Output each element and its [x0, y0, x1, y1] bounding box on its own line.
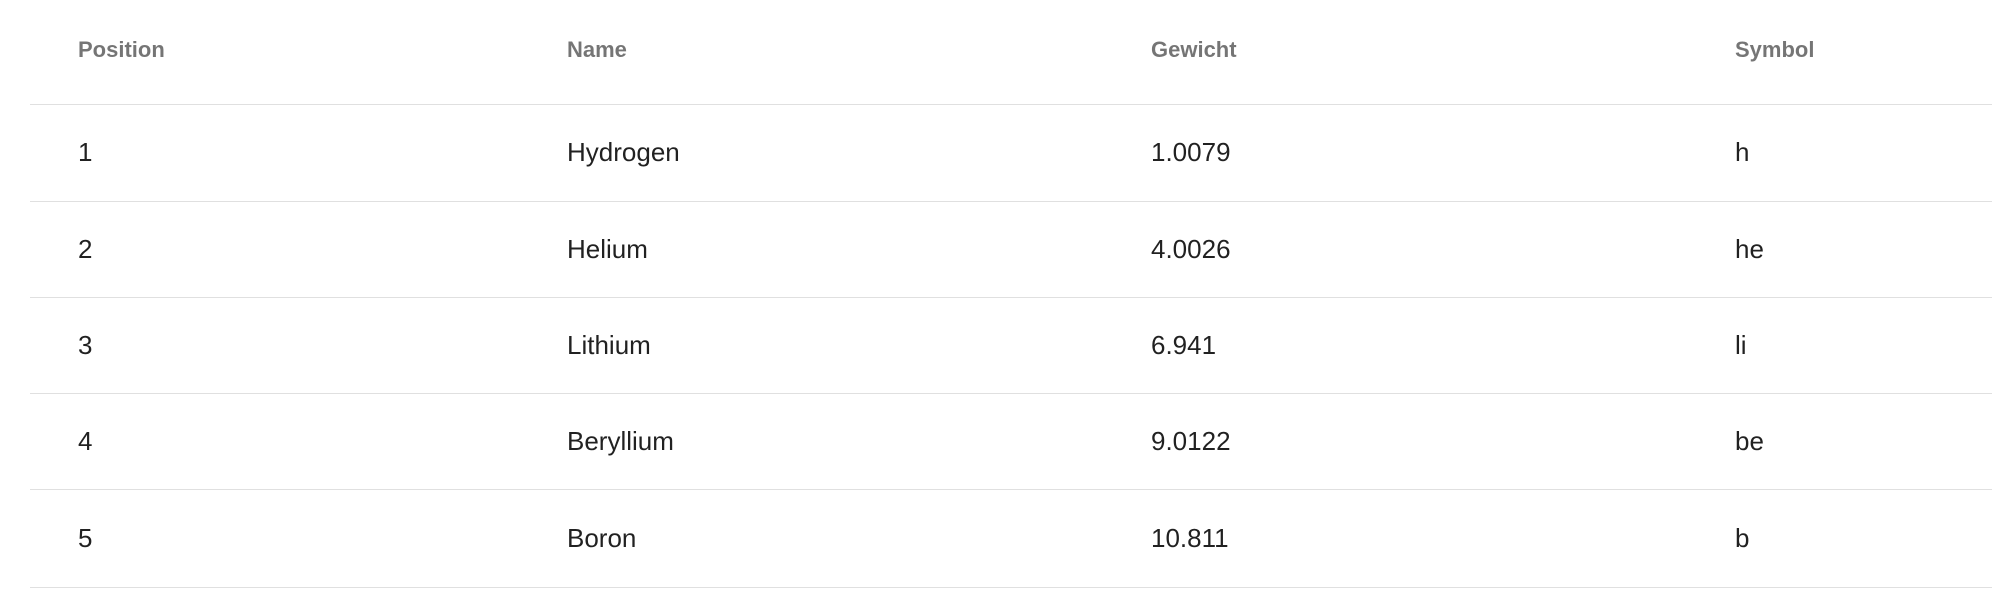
cell-position: 3: [30, 297, 566, 394]
column-header-position: Position: [30, 0, 566, 105]
cell-weight: 4.0026: [1150, 201, 1734, 298]
table-row: 5 Boron 10.811 b: [30, 489, 1992, 588]
table-row: 3 Lithium 6.941 li: [30, 297, 1992, 394]
table-header: Position Name Gewicht Symbol: [30, 0, 1992, 105]
table-row: 1 Hydrogen 1.0079 h: [30, 104, 1992, 202]
cell-name: Boron: [566, 489, 1150, 588]
table-row: 2 Helium 4.0026 he: [30, 201, 1992, 298]
cell-position: 2: [30, 201, 566, 298]
table-row: 4 Beryllium 9.0122 be: [30, 393, 1992, 490]
cell-symbol: h: [1734, 104, 1992, 202]
cell-symbol: b: [1734, 489, 1992, 588]
elements-table: Position Name Gewicht Symbol 1 Hydrogen …: [30, 0, 1992, 588]
cell-symbol: li: [1734, 297, 1992, 394]
cell-weight: 6.941: [1150, 297, 1734, 394]
cell-name: Beryllium: [566, 393, 1150, 490]
elements-table-container: Position Name Gewicht Symbol 1 Hydrogen …: [30, 0, 1992, 588]
cell-name: Hydrogen: [566, 104, 1150, 202]
table-body: 1 Hydrogen 1.0079 h 2 Helium 4.0026 he 3…: [30, 104, 1992, 588]
cell-weight: 9.0122: [1150, 393, 1734, 490]
cell-position: 5: [30, 489, 566, 588]
cell-weight: 10.811: [1150, 489, 1734, 588]
cell-weight: 1.0079: [1150, 104, 1734, 202]
column-header-symbol: Symbol: [1734, 0, 1992, 105]
column-header-name: Name: [566, 0, 1150, 105]
header-row: Position Name Gewicht Symbol: [30, 0, 1992, 105]
column-header-weight: Gewicht: [1150, 0, 1734, 105]
cell-position: 1: [30, 104, 566, 202]
cell-symbol: he: [1734, 201, 1992, 298]
cell-symbol: be: [1734, 393, 1992, 490]
cell-name: Helium: [566, 201, 1150, 298]
cell-position: 4: [30, 393, 566, 490]
cell-name: Lithium: [566, 297, 1150, 394]
